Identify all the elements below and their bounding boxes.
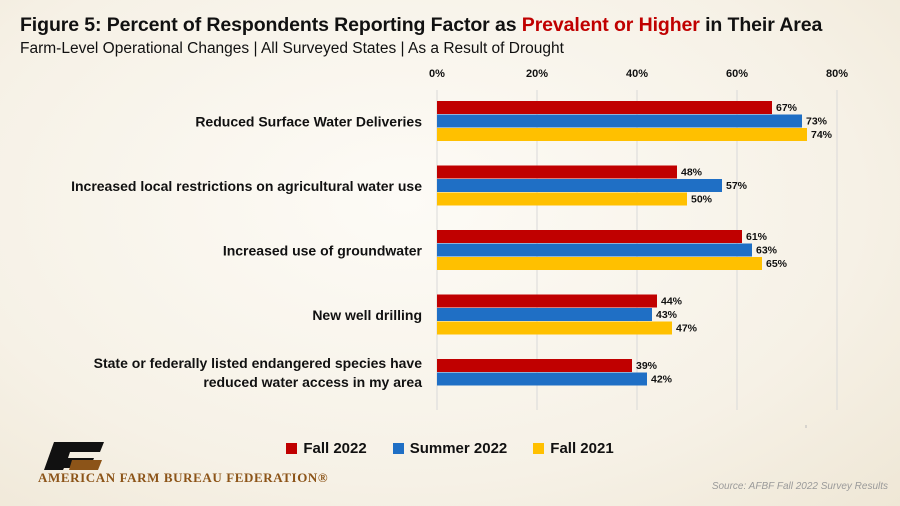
x-tick-label: 0% bbox=[429, 68, 445, 80]
chart-title: Figure 5: Percent of Respondents Reporti… bbox=[20, 14, 822, 37]
legend-label: Fall 2022 bbox=[303, 440, 367, 457]
bar bbox=[437, 372, 647, 386]
x-tick-label: 80% bbox=[826, 68, 848, 80]
data-label: 57% bbox=[726, 180, 748, 192]
category-label: Increased use of groundwater bbox=[223, 242, 423, 258]
data-label: 67% bbox=[776, 102, 798, 114]
bar bbox=[437, 308, 652, 321]
bar bbox=[437, 294, 657, 308]
title-suffix: in Their Area bbox=[699, 14, 823, 36]
data-label: 43% bbox=[656, 309, 678, 321]
data-label: 61% bbox=[746, 231, 768, 243]
logo-text: AMERICAN FARM BUREAU FEDERATION® bbox=[38, 470, 329, 485]
data-label: 39% bbox=[636, 360, 658, 372]
data-label: 42% bbox=[651, 374, 673, 386]
bar-chart: 0% 20% 40% 60% 80% 67% 73%74% Reduced Surface W… bbox=[71, 68, 848, 428]
legend-swatch bbox=[286, 443, 298, 454]
legend: Fall 2022 Summer 2022 Fall 2021 bbox=[0, 440, 900, 457]
legend-swatch bbox=[533, 443, 545, 454]
data-label: 50% bbox=[691, 194, 713, 206]
legend-swatch bbox=[392, 443, 404, 454]
x-tick-label: 60% bbox=[726, 68, 748, 80]
data-label: 48% bbox=[681, 167, 703, 179]
bar bbox=[437, 114, 802, 128]
data-label: 74% bbox=[811, 129, 833, 141]
category-label: Increased local restrictions on agricult… bbox=[71, 178, 422, 194]
data-label: 73% bbox=[806, 116, 828, 128]
source-note: Source: AFBF Fall 2022 Survey Results bbox=[711, 481, 888, 492]
legend-label: Fall 2021 bbox=[550, 440, 614, 457]
bar bbox=[437, 165, 677, 179]
title-highlight: Prevalent or Higher bbox=[521, 14, 700, 36]
afbf-logo-icon bbox=[44, 442, 104, 470]
data-label: 65% bbox=[766, 258, 788, 270]
legend-item: Summer 2022 bbox=[392, 440, 508, 457]
bar bbox=[437, 243, 752, 257]
chart-subtitle: Farm-Level Operational Changes | All Sur… bbox=[20, 40, 564, 57]
bar bbox=[437, 179, 722, 192]
data-label: 47% bbox=[676, 323, 698, 335]
legend-item: Fall 2021 bbox=[533, 440, 614, 457]
category-label: State or federally listed endangered spe… bbox=[94, 355, 423, 371]
title-prefix: Figure 5: Percent of Respondents Reporti… bbox=[20, 14, 522, 36]
bar bbox=[437, 101, 772, 114]
legend-item: Fall 2022 bbox=[286, 440, 367, 457]
bar bbox=[437, 230, 742, 243]
bar bbox=[437, 359, 632, 372]
bar bbox=[437, 128, 807, 141]
data-label: 63% bbox=[756, 245, 778, 257]
category-label: New well drilling bbox=[312, 307, 422, 323]
data-label: 44% bbox=[661, 296, 683, 308]
x-tick-label: 40% bbox=[626, 68, 648, 80]
category-label: Reduced Surface Water Deliveries bbox=[195, 113, 422, 129]
legend-label: Summer 2022 bbox=[409, 440, 508, 457]
bar bbox=[437, 192, 687, 206]
category-label: reduced water access in my area bbox=[203, 374, 422, 390]
bar bbox=[437, 321, 672, 335]
bar bbox=[437, 257, 762, 270]
x-tick-label: 20% bbox=[526, 68, 548, 80]
